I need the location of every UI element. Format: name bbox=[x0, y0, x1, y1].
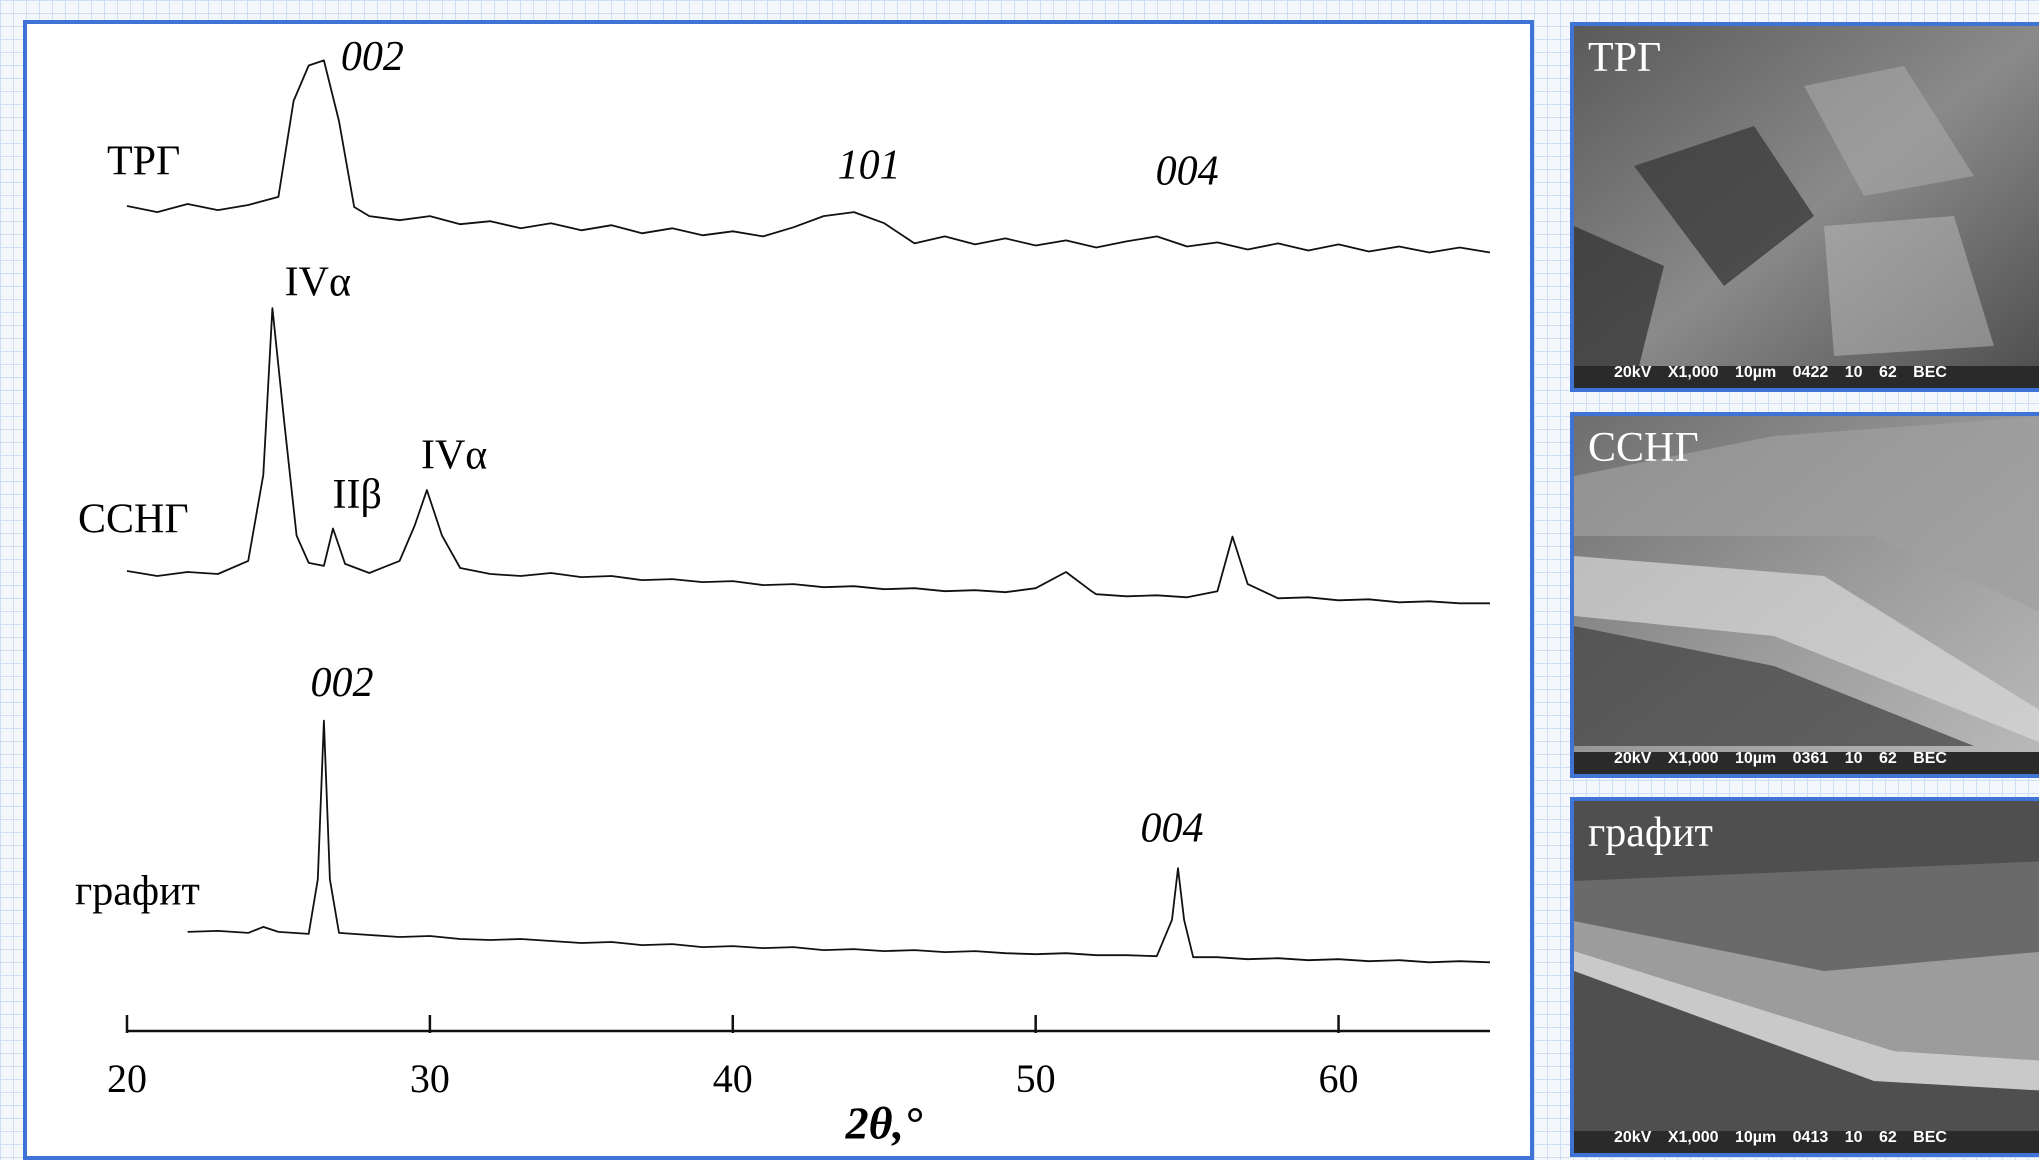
x-tick-label: 20 bbox=[107, 1056, 147, 1101]
peak-label: 002 bbox=[311, 660, 374, 706]
panel-label: графит bbox=[1588, 810, 1713, 856]
sem-image bbox=[1574, 26, 2039, 388]
xrd-trace bbox=[187, 719, 1491, 964]
panel-footer: 20kV X1,000 10µm 0361 10 62 BEC bbox=[1614, 750, 1947, 767]
sem-image bbox=[1574, 416, 2039, 774]
sem-panel: графит 20kV X1,000 10µm 0413 10 62 BEC bbox=[1570, 797, 2039, 1157]
panel-label: ССНГ bbox=[1588, 425, 1699, 471]
x-tick-label: 60 bbox=[1319, 1056, 1359, 1101]
peak-label: IVα bbox=[421, 432, 487, 478]
peak-label: 002 bbox=[341, 34, 404, 80]
peak-label: 101 bbox=[838, 142, 901, 188]
series-label: ТРГ bbox=[107, 139, 180, 185]
sem-image bbox=[1574, 801, 2039, 1153]
xrd-trace bbox=[126, 59, 1491, 254]
series-label: ССНГ bbox=[78, 497, 189, 543]
chart-frame: 20 30 40 50 60 2θ,° ТРГ ССНГ графит 002 101 004 IVα I… bbox=[23, 20, 1534, 1160]
xrd-trace bbox=[126, 307, 1490, 605]
sem-panel: ССНГ 20kV X1,000 10µm 0361 10 62 BEC bbox=[1570, 412, 2039, 778]
x-tick-label: 40 bbox=[713, 1056, 753, 1101]
peak-label: IVα bbox=[285, 260, 351, 306]
sem-panel: ТРГ 20kV X1,000 10µm 0422 10 62 BEC bbox=[1570, 22, 2039, 392]
peak-label: 004 bbox=[1140, 805, 1203, 851]
panel-label: ТРГ bbox=[1588, 35, 1662, 81]
chart: 20 30 40 50 60 2θ,° ТРГ ССНГ графит 002 101 004 IVα I… bbox=[75, 34, 1491, 1149]
panel-footer: 20kV X1,000 10µm 0422 10 62 BEC bbox=[1614, 364, 1947, 381]
panel-footer: 20kV X1,000 10µm 0413 10 62 BEC bbox=[1614, 1129, 1947, 1146]
series-label: графит bbox=[75, 869, 200, 915]
x-tick-label: 50 bbox=[1016, 1056, 1056, 1101]
x-axis-label: 2θ,° bbox=[845, 1098, 923, 1149]
peak-label: IIβ bbox=[333, 472, 382, 518]
peak-label: 004 bbox=[1156, 148, 1219, 194]
x-tick-label: 30 bbox=[410, 1056, 450, 1101]
